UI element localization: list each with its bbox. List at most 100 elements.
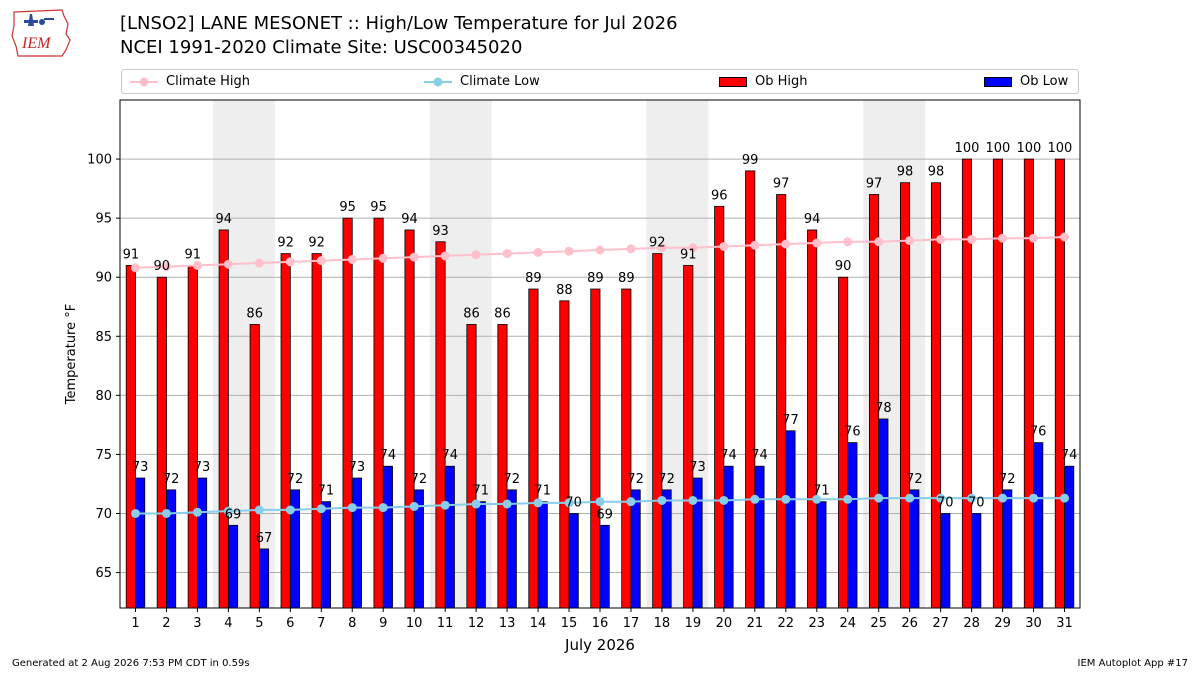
climate-low-point-17 (626, 497, 636, 507)
ob-low-label-2: 72 (163, 472, 180, 487)
climate-high-point-8 (347, 254, 357, 264)
climate-low-point-11 (440, 500, 450, 510)
x-axis-label: July 2026 (564, 636, 635, 654)
ob-high-bar-11 (435, 241, 446, 609)
climate-low-point-3 (192, 507, 202, 517)
ob-low-bar-2 (166, 489, 177, 609)
ob-high-bar-18 (652, 253, 663, 609)
ob-high-label-12: 86 (463, 306, 480, 321)
climate-low-point-28 (967, 493, 977, 503)
ob-high-label-10: 94 (401, 212, 418, 227)
ob-low-label-15: 70 (565, 495, 582, 510)
ob-high-bar-13 (497, 324, 508, 609)
climate-low-point-9 (378, 503, 388, 513)
ob-low-label-29: 72 (999, 472, 1016, 487)
ob-low-label-11: 74 (442, 448, 459, 463)
ob-high-label-2: 90 (154, 259, 171, 274)
legend-item-ob-low: Ob Low (984, 70, 1068, 93)
x-tick-label-5: 5 (255, 616, 263, 631)
chart-subtitle: NCEI 1991-2020 Climate Site: USC00345020 (120, 37, 523, 58)
ob-low-bar-7 (320, 501, 331, 609)
ob-low-label-1: 73 (132, 460, 149, 475)
legend-item-climate-high: Climate High (130, 70, 250, 93)
ob-low-bar-21 (754, 465, 765, 609)
legend-label-ob-low: Ob Low (1020, 74, 1069, 89)
ob-low-label-6: 72 (287, 472, 304, 487)
x-tick-label-6: 6 (286, 616, 294, 631)
x-tick-label-9: 9 (379, 616, 387, 631)
climate-high-point-1 (130, 263, 140, 273)
ob-high-bar-12 (466, 324, 477, 609)
legend-label-ob-high: Ob High (755, 74, 808, 89)
ob-low-bar-25 (878, 418, 889, 609)
x-tick-label-31: 31 (1056, 616, 1073, 631)
ob-high-bar-29 (992, 158, 1003, 609)
ob-high-label-25: 97 (866, 177, 883, 192)
ob-high-bar-22 (776, 194, 787, 609)
climate-high-point-25 (874, 237, 884, 247)
climate-low-point-29 (998, 493, 1008, 503)
ob-high-bar-26 (899, 182, 911, 609)
ob-high-bar-21 (745, 170, 756, 609)
y-tick-label-95: 95 (95, 212, 112, 227)
climate-high-point-20 (719, 241, 729, 251)
ob-high-bar-31 (1054, 158, 1065, 609)
ob-low-label-26: 72 (906, 472, 923, 487)
x-tick-label-15: 15 (561, 616, 578, 631)
ob-low-label-13: 72 (503, 472, 520, 487)
climate-high-point-11 (440, 251, 450, 261)
climate-high-point-29 (998, 233, 1008, 243)
x-tick-label-27: 27 (932, 616, 949, 631)
ob-high-label-30: 100 (1016, 141, 1041, 156)
ob-high-label-11: 93 (432, 224, 449, 239)
ob-high-label-15: 88 (556, 283, 573, 298)
climate-low-line-icon (424, 77, 452, 86)
climate-high-point-19 (688, 243, 698, 253)
climate-low-point-14 (533, 498, 543, 508)
y-tick-label-65: 65 (95, 566, 112, 581)
climate-high-point-21 (750, 240, 760, 250)
climate-high-line-icon (130, 77, 158, 86)
ob-low-label-3: 73 (194, 460, 211, 475)
x-tick-label-14: 14 (530, 616, 547, 631)
ob-low-label-14: 71 (534, 484, 551, 499)
ob-high-bar-9 (373, 217, 384, 609)
x-tick-label-4: 4 (224, 616, 232, 631)
y-tick-label-100: 100 (87, 153, 112, 168)
ob-high-bar-19 (683, 264, 694, 609)
ob-high-label-24: 90 (835, 259, 852, 274)
climate-high-point-30 (1029, 233, 1039, 243)
ob-high-label-13: 86 (494, 306, 511, 321)
climate-high-point-24 (843, 237, 853, 247)
ob-high-label-1: 91 (123, 247, 140, 262)
y-tick-label-75: 75 (95, 448, 112, 463)
ob-low-label-20: 74 (720, 448, 737, 463)
ob-low-bar-8 (351, 477, 362, 609)
x-tick-label-13: 13 (499, 616, 516, 631)
x-tick-label-8: 8 (348, 616, 356, 631)
climate-low-point-23 (812, 494, 822, 504)
ob-high-bar-2 (156, 276, 167, 609)
ob-low-label-8: 73 (349, 460, 366, 475)
ob-high-swatch-icon (719, 76, 747, 87)
ob-high-bar-28 (961, 158, 973, 609)
ob-high-bar-1 (125, 264, 136, 609)
generated-timestamp: Generated at 2 Aug 2026 7:53 PM CDT in 0… (12, 658, 250, 669)
climate-high-point-5 (254, 258, 264, 268)
ob-high-bar-30 (1023, 158, 1034, 609)
ob-low-label-19: 73 (689, 460, 706, 475)
ob-high-label-22: 97 (773, 177, 790, 192)
x-tick-label-21: 21 (747, 616, 764, 631)
x-tick-label-19: 19 (685, 616, 702, 631)
climate-low-point-18 (657, 495, 667, 505)
ob-low-label-23: 71 (813, 484, 830, 499)
ob-high-label-27: 98 (928, 165, 945, 180)
ob-low-bar-26 (909, 489, 920, 609)
x-tick-label-20: 20 (716, 616, 733, 631)
ob-high-label-3: 91 (185, 247, 202, 262)
ob-high-label-26: 98 (897, 165, 914, 180)
x-tick-label-28: 28 (963, 616, 980, 631)
ob-high-label-14: 89 (525, 271, 542, 286)
ob-high-label-16: 89 (587, 271, 604, 286)
